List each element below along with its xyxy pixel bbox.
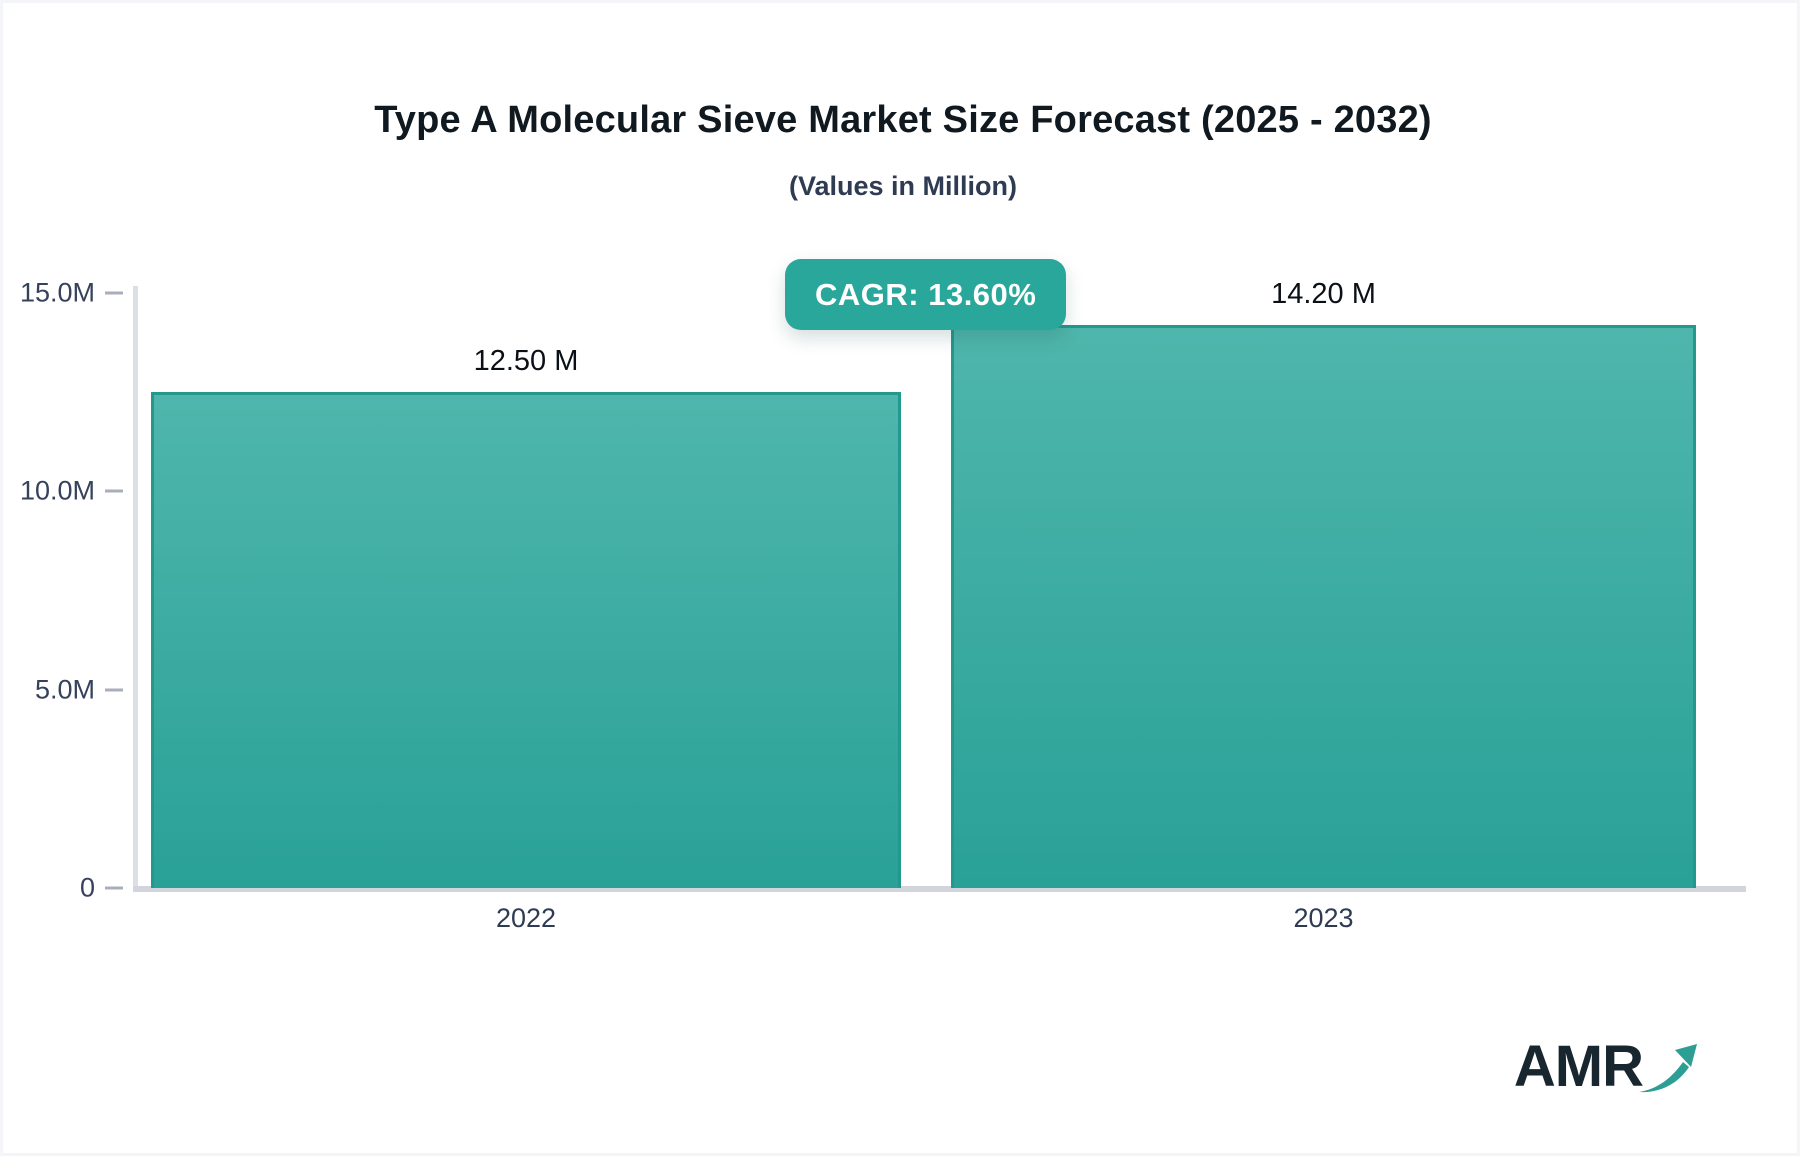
bar-2023[interactable]: [951, 324, 1696, 888]
trend-up-arrow-icon: [1637, 1040, 1699, 1101]
y-tick-mark: [105, 886, 123, 890]
cagr-badge: CAGR: 13.60%: [785, 259, 1067, 330]
y-tick-label: 10.0M: [19, 475, 95, 506]
brand-logo-text: AMR: [1513, 1034, 1644, 1099]
brand-logo: AMR: [1514, 1038, 1699, 1101]
bar-2022[interactable]: [151, 392, 901, 888]
y-tick-mark: [105, 489, 123, 493]
y-tick-mark: [105, 688, 123, 692]
bar-value-label: 12.50 M: [473, 345, 579, 378]
bar-value-label: 14.20 M: [1271, 277, 1376, 310]
chart-title: Type A Molecular Sieve Market Size Forec…: [374, 99, 1432, 141]
chart-subtitle: (Values in Million): [788, 171, 1018, 201]
y-tick-label: 0: [79, 872, 95, 903]
x-axis-category-label: 2023: [1293, 903, 1354, 933]
x-axis-category-label: 2022: [495, 903, 557, 933]
y-tick-label: 15.0M: [19, 277, 95, 308]
y-tick-label: 5.0M: [34, 674, 95, 705]
y-axis-line: [133, 286, 138, 891]
y-tick-mark: [105, 291, 123, 295]
x-axis-line: [133, 886, 1746, 892]
bar-chart-plot: 0 5.0M 10.0M 15.0M 12.50 M 2022 14.20 M 2023: [3, 3, 1797, 1153]
cagr-badge-label: CAGR: 13.60%: [815, 276, 1037, 312]
